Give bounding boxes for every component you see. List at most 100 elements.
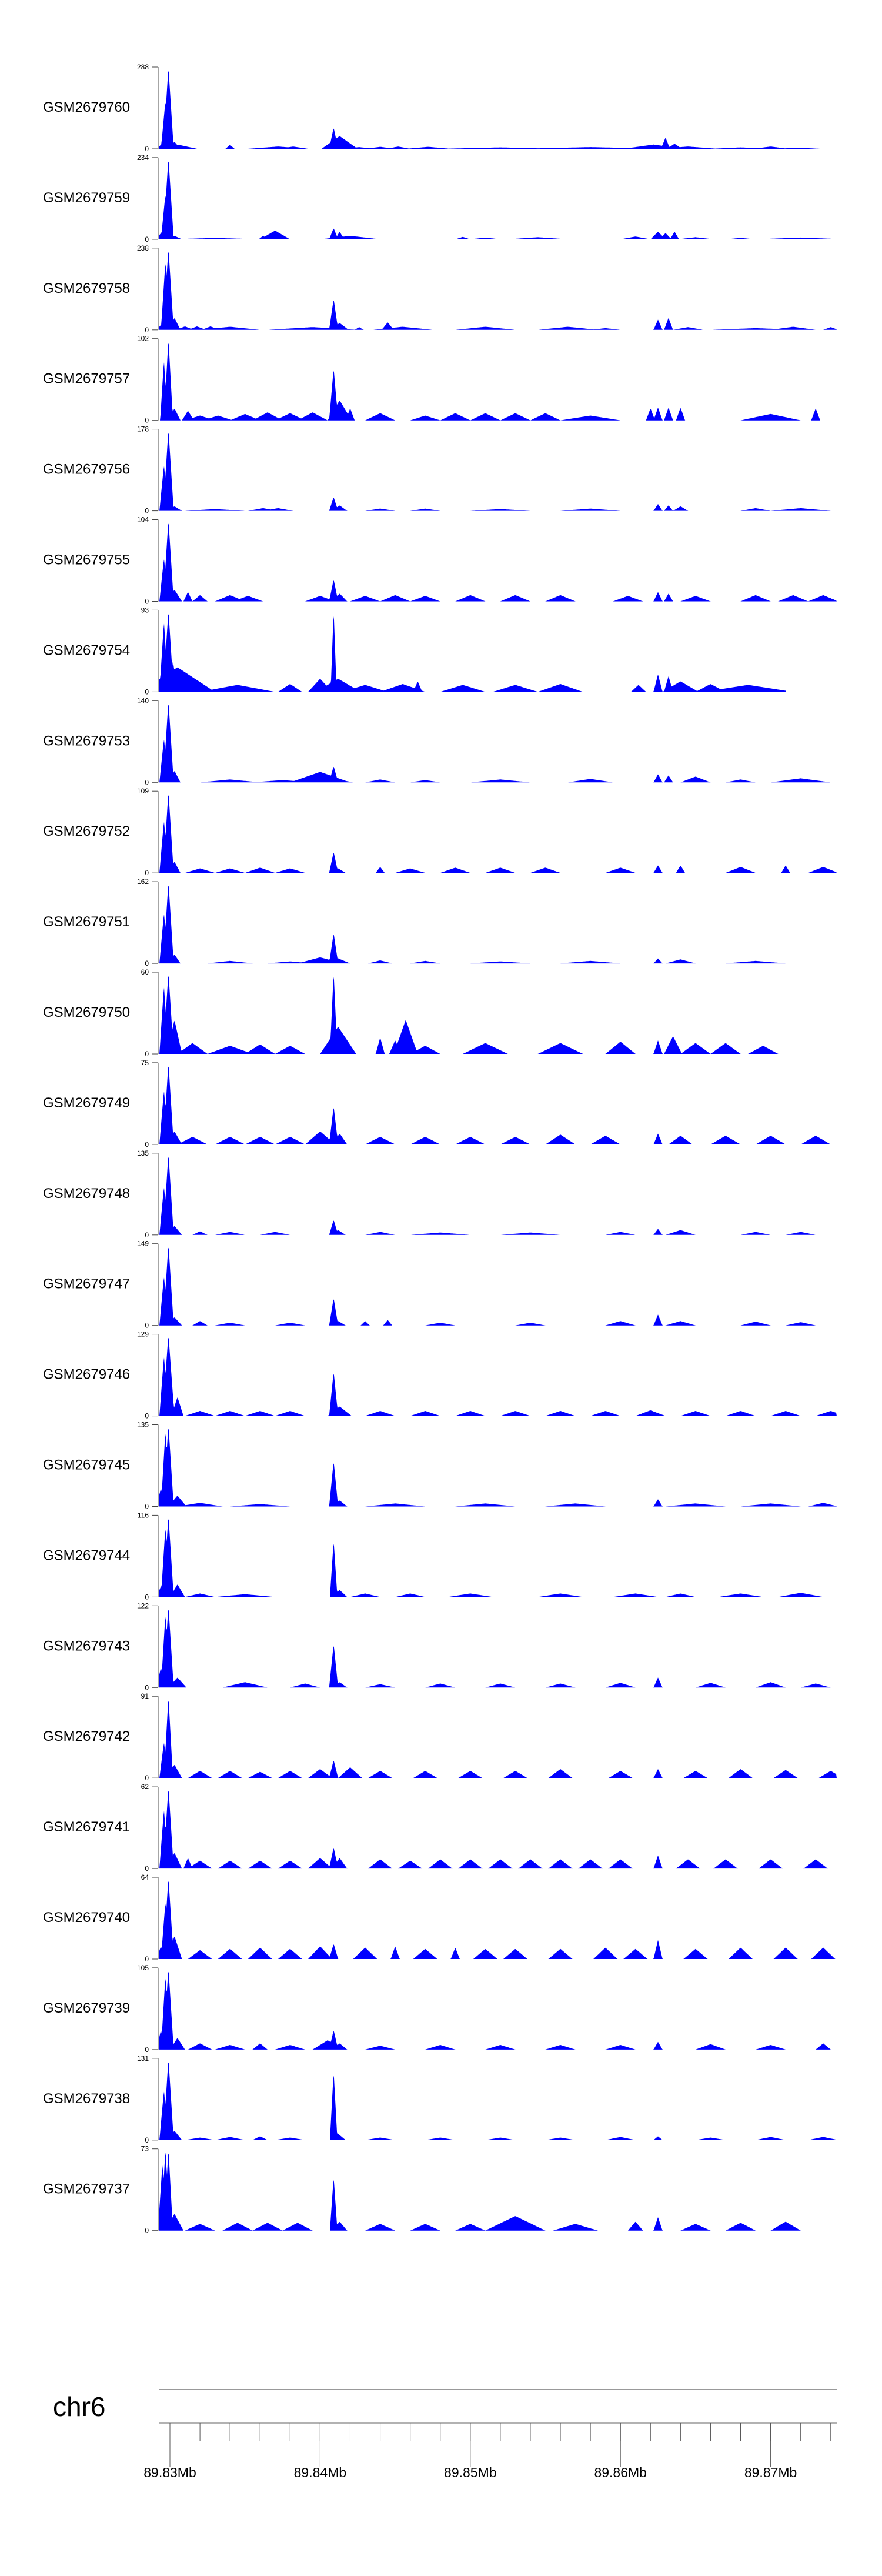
coverage-area: [159, 1157, 837, 1235]
coverage-area: [159, 161, 837, 239]
coverage-area: [159, 2062, 837, 2140]
coverage-area: [159, 976, 800, 1054]
genome-axis: chr6 89.83Mb 89.84Mb 89.85Mb 89.86Mb 89.87Mb: [53, 2389, 837, 2480]
y-zero-label: 0: [145, 688, 149, 696]
coverage-area: [159, 705, 837, 783]
y-zero-label: 0: [145, 598, 149, 606]
y-max-label: 135: [137, 1421, 149, 1429]
track-label: GSM2679743: [43, 1638, 130, 1654]
track-label: GSM2679744: [43, 1547, 130, 1563]
y-zero-label: 0: [145, 2227, 149, 2235]
y-max-label: 288: [137, 63, 149, 71]
y-max-label: 162: [137, 877, 149, 886]
coverage-area: [159, 252, 837, 330]
track-label: GSM2679749: [43, 1095, 130, 1111]
track-label: GSM2679754: [43, 642, 130, 658]
track-label: GSM2679757: [43, 371, 130, 387]
coverage-area: [159, 886, 800, 964]
y-max-label: 178: [137, 425, 149, 433]
coverage-area: [159, 2152, 831, 2231]
track-label: GSM2679755: [43, 552, 130, 568]
track-GSM2679759: GSM2679759 234 0: [43, 154, 837, 243]
y-max-label: 62: [141, 1783, 149, 1791]
track-GSM2679760: GSM2679760 288 0: [43, 63, 825, 153]
coverage-area: [159, 1791, 837, 1869]
track-GSM2679754: GSM2679754 93 0: [43, 606, 786, 696]
x-tick-label: 89.85Mb: [444, 2465, 497, 2480]
coverage-area: [159, 343, 837, 421]
track-GSM2679749: GSM2679749 75 0: [43, 1059, 837, 1149]
track-label: GSM2679746: [43, 1367, 130, 1383]
track-GSM2679755: GSM2679755 104 0: [43, 516, 837, 606]
track-GSM2679750: GSM2679750 60 0: [43, 968, 800, 1058]
y-zero-label: 0: [145, 1140, 149, 1149]
track-label: GSM2679753: [43, 733, 130, 749]
y-zero-label: 0: [145, 416, 149, 425]
track-GSM2679738: GSM2679738 131 0: [43, 2054, 837, 2144]
coverage-area: [159, 614, 786, 692]
y-zero-label: 0: [145, 2046, 149, 2054]
y-zero-label: 0: [145, 1774, 149, 1782]
track-label: GSM2679738: [43, 2091, 130, 2107]
coverage-area: [159, 795, 837, 873]
chromosome-label: chr6: [53, 2391, 105, 2422]
y-zero-label: 0: [145, 1864, 149, 1873]
track-GSM2679748: GSM2679748 135 0: [43, 1149, 837, 1239]
y-max-label: 131: [137, 2054, 149, 2063]
track-GSM2679758: GSM2679758 238 0: [43, 244, 837, 334]
coverage-area: [159, 1701, 837, 1778]
y-max-label: 91: [141, 1692, 149, 1700]
coverage-area: [159, 1429, 837, 1507]
track-label: GSM2679756: [43, 462, 130, 478]
y-max-label: 140: [137, 696, 149, 705]
y-max-label: 109: [137, 787, 149, 795]
x-tick-label: 89.84Mb: [294, 2465, 347, 2480]
data-tracks: GSM26797602880GSM26797592340GSM267975823…: [43, 63, 837, 2235]
y-zero-label: 0: [145, 1683, 149, 1691]
y-zero-label: 0: [145, 1955, 149, 1963]
track-GSM2679741: GSM2679741 62 0: [43, 1783, 837, 1873]
track-label: GSM2679752: [43, 823, 130, 839]
track-label: GSM2679740: [43, 1910, 130, 1926]
y-zero-label: 0: [145, 2136, 149, 2144]
y-zero-label: 0: [145, 1503, 149, 1511]
y-max-label: 93: [141, 606, 149, 614]
y-max-label: 64: [141, 1873, 149, 1881]
track-GSM2679744: GSM2679744 116 0: [43, 1511, 837, 1601]
track-label: GSM2679748: [43, 1186, 130, 1202]
y-zero-label: 0: [145, 1593, 149, 1601]
y-zero-label: 0: [145, 235, 149, 243]
y-max-label: 149: [137, 1240, 149, 1248]
coverage-area: [159, 433, 837, 511]
y-zero-label: 0: [145, 1050, 149, 1058]
track-label: GSM2679759: [43, 190, 130, 206]
y-max-label: 104: [137, 516, 149, 524]
track-GSM2679752: GSM2679752 109 0: [43, 787, 837, 877]
y-max-label: 102: [137, 335, 149, 343]
track-label: GSM2679745: [43, 1457, 130, 1473]
coverage-area: [159, 1519, 837, 1597]
track-GSM2679756: GSM2679756 178 0: [43, 425, 837, 515]
y-zero-label: 0: [145, 1412, 149, 1420]
y-max-label: 60: [141, 968, 149, 976]
track-GSM2679739: GSM2679739 105 0: [43, 1964, 837, 2054]
track-label: GSM2679741: [43, 1819, 130, 1835]
track-GSM2679745: GSM2679745 135 0: [43, 1421, 837, 1511]
track-GSM2679743: GSM2679743 122 0: [43, 1601, 837, 1691]
coverage-area: [159, 523, 837, 602]
y-max-label: 73: [141, 2145, 149, 2153]
y-zero-label: 0: [145, 507, 149, 515]
y-zero-label: 0: [145, 778, 149, 786]
y-max-label: 75: [141, 1059, 149, 1067]
track-GSM2679746: GSM2679746 129 0: [43, 1330, 837, 1420]
track-label: GSM2679747: [43, 1276, 130, 1292]
track-GSM2679742: GSM2679742 91 0: [43, 1692, 837, 1782]
coverage-area: [159, 1247, 837, 1326]
x-tick-label: 89.83Mb: [143, 2465, 196, 2480]
track-GSM2679737: GSM2679737 73 0: [43, 2145, 831, 2235]
y-zero-label: 0: [145, 869, 149, 877]
coverage-area: [159, 1971, 837, 2050]
track-label: GSM2679750: [43, 1005, 130, 1020]
track-label: GSM2679742: [43, 1729, 130, 1744]
